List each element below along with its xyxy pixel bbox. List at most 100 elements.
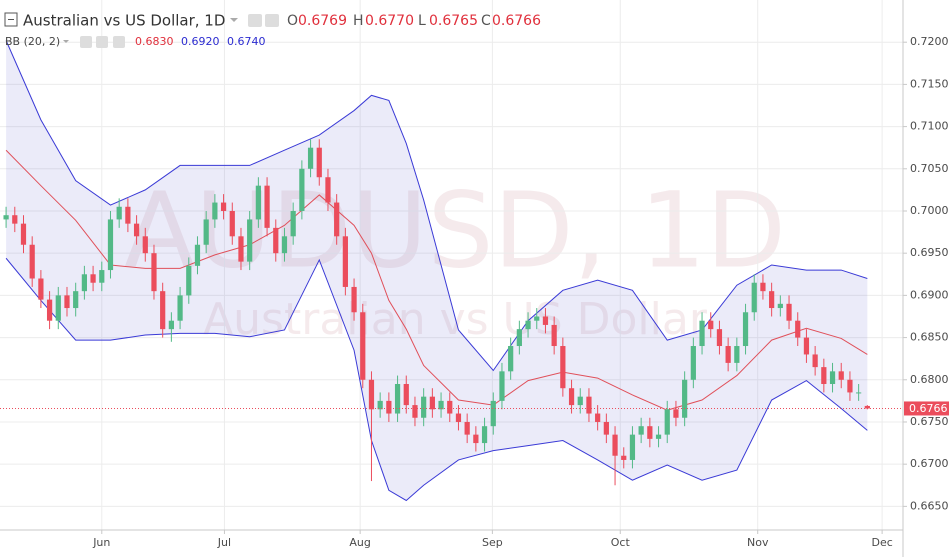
plot-area (0, 40, 903, 502)
legend: Australian vs US Dollar, 1D O 0.6769 H 0… (4, 12, 541, 48)
symbol-title: Australian vs US Dollar, 1D (23, 12, 225, 30)
indicator-value: 0.6920 (181, 35, 220, 48)
candle-body (803, 337, 810, 355)
candle-body (786, 303, 792, 321)
candle-body (856, 392, 862, 394)
candle-body (777, 303, 783, 309)
candle-body (368, 379, 375, 410)
candle-body (673, 409, 679, 418)
ohlc-value: 0.6770 (365, 13, 414, 29)
candle-body (386, 400, 392, 414)
settings-icon[interactable] (248, 14, 262, 27)
candle-body (247, 219, 253, 262)
candle-body (90, 274, 96, 283)
candle-body (55, 295, 61, 321)
candle-body (73, 291, 79, 309)
ohlc-label: C (481, 13, 491, 29)
ohlc-label: O (287, 13, 298, 29)
candle-body (647, 426, 653, 439)
band-middle (5, 149, 868, 411)
candle-body (273, 227, 279, 254)
candle-body (716, 329, 723, 347)
candle-body (29, 244, 35, 279)
candle-body (499, 371, 505, 401)
candle-body (455, 413, 462, 422)
candle-body (290, 210, 296, 237)
candle-body (447, 400, 453, 414)
visibility-icon[interactable] (265, 14, 279, 27)
indicator-menu-caret[interactable] (63, 40, 69, 43)
candle-body (20, 223, 27, 245)
candle-body (168, 320, 174, 330)
candle-body (629, 434, 636, 460)
candle-body (412, 405, 418, 418)
band-upper (5, 40, 868, 372)
candle-body (490, 400, 496, 427)
candle-body (542, 316, 549, 325)
y-tick-label: 0.6850 (910, 331, 949, 344)
candle-body (229, 210, 235, 237)
candle-body (864, 405, 870, 409)
indicator-name: BB (20, 2) (5, 35, 60, 48)
candle-body (421, 396, 427, 418)
candle-body (760, 282, 766, 292)
collapse-icon[interactable] (4, 12, 18, 27)
candle-body (586, 396, 592, 414)
candle-body (342, 236, 348, 287)
candle-body (220, 202, 227, 211)
candle-body (473, 434, 479, 444)
candle-body (194, 244, 201, 266)
candle-body (133, 223, 140, 237)
y-tick-label: 0.6700 (910, 457, 949, 470)
candle-body (638, 426, 644, 435)
candle-body (438, 400, 444, 410)
candle-body (264, 185, 270, 228)
candle-body (595, 413, 601, 422)
y-tick-label: 0.6800 (910, 373, 949, 386)
candle-body (64, 295, 70, 309)
last-price-tag (904, 401, 949, 416)
ohlc-label: H (353, 13, 364, 29)
y-tick-label: 0.7050 (910, 162, 949, 175)
indicator-remove-icon[interactable] (113, 36, 125, 48)
y-tick-label: 0.6900 (910, 288, 949, 301)
candle-body (734, 346, 740, 363)
candle-body (351, 286, 357, 313)
candle-body (325, 177, 331, 203)
candle-body (186, 265, 192, 296)
grid (0, 0, 903, 530)
candle-body (621, 455, 627, 460)
x-tick-label: Jul (217, 536, 231, 549)
candle-body (281, 236, 288, 254)
candle-body (690, 346, 696, 380)
candle-body (142, 236, 148, 254)
candle-body (160, 291, 166, 330)
candle-body (551, 324, 557, 347)
x-tick-label: Sep (482, 536, 503, 549)
candle-body (107, 219, 114, 271)
title-menu-caret[interactable] (230, 18, 238, 22)
candle-body (769, 291, 775, 309)
indicator-visibility-icon[interactable] (80, 36, 92, 48)
candle-body (307, 147, 314, 169)
x-tick-label: Nov (747, 536, 769, 549)
y-tick-label: 0.7200 (910, 35, 949, 48)
candle-body (821, 367, 827, 384)
indicator-settings-icon[interactable] (96, 36, 108, 48)
indicator-value: 0.6740 (227, 35, 266, 48)
candle-body (3, 215, 9, 220)
x-tick-label: Jun (92, 536, 110, 549)
candle-body (334, 202, 340, 237)
candle-body (612, 434, 618, 456)
last-price-label: 0.6766 (909, 402, 948, 415)
candle-body (212, 202, 218, 220)
ohlc-value: 0.6769 (298, 13, 347, 29)
candle-body (655, 434, 662, 439)
candle-body (838, 371, 844, 380)
candle-body (516, 329, 522, 347)
candle-body (795, 320, 801, 338)
candle-body (151, 253, 157, 292)
candle-body (38, 278, 44, 300)
y-tick-label: 0.7150 (910, 77, 949, 90)
